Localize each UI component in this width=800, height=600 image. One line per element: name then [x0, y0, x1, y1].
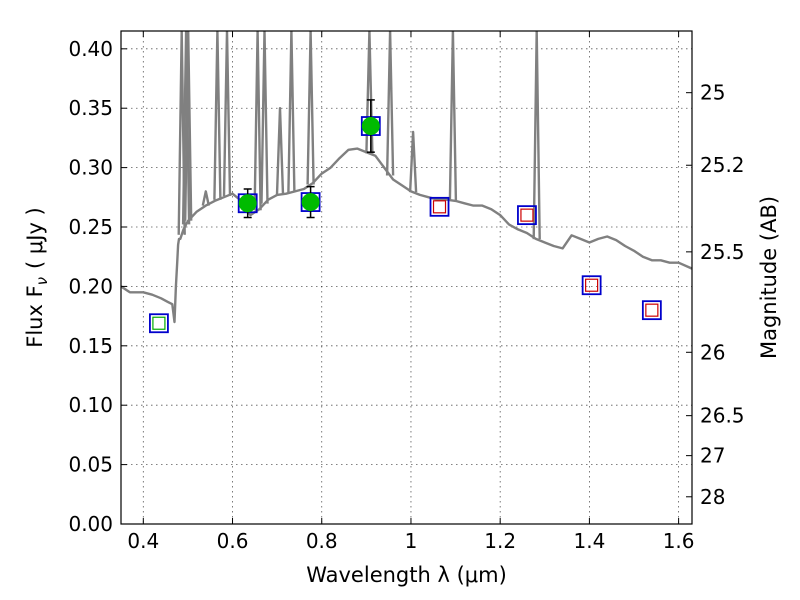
model-box-marker [581, 275, 602, 296]
observed-point [361, 117, 380, 136]
y-tick-label: 0.10 [68, 393, 113, 417]
sed-emission-line [181, 31, 191, 225]
y-tick-label: 0.00 [68, 512, 113, 536]
x-tick-label: 1.6 [663, 529, 695, 553]
x-tick-label: 0.6 [217, 529, 249, 553]
x-tick-label: 0.4 [127, 529, 159, 553]
limit-marker [645, 303, 659, 317]
sed-emission-line [260, 31, 269, 204]
x-axis-label: Wavelength λ (μm) [306, 563, 507, 587]
limit-marker [520, 208, 534, 222]
x-tick-label: 1.4 [573, 529, 605, 553]
limit-marker [585, 278, 599, 292]
limit-marker [432, 200, 447, 214]
y-tick-label: 0.20 [68, 274, 113, 298]
sed-emission-line [253, 31, 262, 211]
tick-layer: 0.4 0.6 0.8 1 1.2 1.4 1.6 0.00 0.05 0.10 0.15 0.20 0… [68, 31, 745, 553]
sed-emission-line [385, 31, 395, 176]
marker-layer [149, 99, 662, 334]
sed-emission-line [448, 31, 458, 201]
y-tick-label: 0.25 [68, 215, 113, 239]
sed-emission-line [275, 107, 285, 195]
model-box-marker [641, 300, 662, 321]
plot-area [121, 31, 692, 334]
sed-continuum-line [121, 147, 692, 324]
x-tick-label: 1 [405, 529, 418, 553]
sed-emission-line [222, 31, 232, 197]
y-axis-label: Flux Fν ( μJy ) [23, 207, 51, 348]
magnitude-tick-label: 27 [700, 444, 725, 468]
sed-emission-line [184, 31, 193, 221]
observed-point [301, 193, 320, 212]
magnitude-tick-label: 25.5 [700, 240, 745, 264]
magnitude-tick-label: 25.2 [700, 153, 745, 177]
sed-layer [121, 31, 692, 324]
sed-emission-line [287, 31, 296, 193]
magnitude-tick-label: 26.5 [700, 404, 745, 428]
x-tick-label: 1.2 [484, 529, 516, 553]
y-tick-label: 0.15 [68, 334, 113, 358]
label-layer: Wavelength λ (μm) Flux Fν ( μJy ) Magnitu… [23, 196, 781, 587]
y-tick-label: 0.35 [68, 96, 113, 120]
sed-emission-line [532, 31, 541, 240]
y-tick-label: 0.40 [68, 37, 113, 61]
magnitude-tick-label: 25 [700, 81, 725, 105]
magnitude-tick-label: 28 [700, 485, 725, 509]
y-axis-label-main: Flux F [23, 285, 47, 347]
y-axis-label-unit: ( μJy ) [23, 207, 47, 269]
x-tick-label: 0.8 [306, 529, 338, 553]
sed-emission-line [201, 190, 210, 206]
sed-emission-line [213, 31, 222, 200]
magnitude-tick-label: 26 [700, 340, 725, 364]
model-box-marker [429, 196, 450, 217]
magnitude-axis-label: Magnitude (AB) [757, 196, 781, 359]
y-axis-label-subscript: ν [33, 277, 51, 285]
y-tick-label: 0.30 [68, 156, 113, 180]
sed-emission-line [408, 130, 418, 193]
model-box-marker [149, 313, 169, 334]
limit-marker [152, 316, 166, 330]
plot-frame [120, 30, 693, 525]
observed-point [238, 194, 257, 213]
y-tick-label: 0.05 [68, 453, 113, 477]
model-box-marker [517, 205, 537, 226]
sed-emission-line [306, 31, 315, 185]
